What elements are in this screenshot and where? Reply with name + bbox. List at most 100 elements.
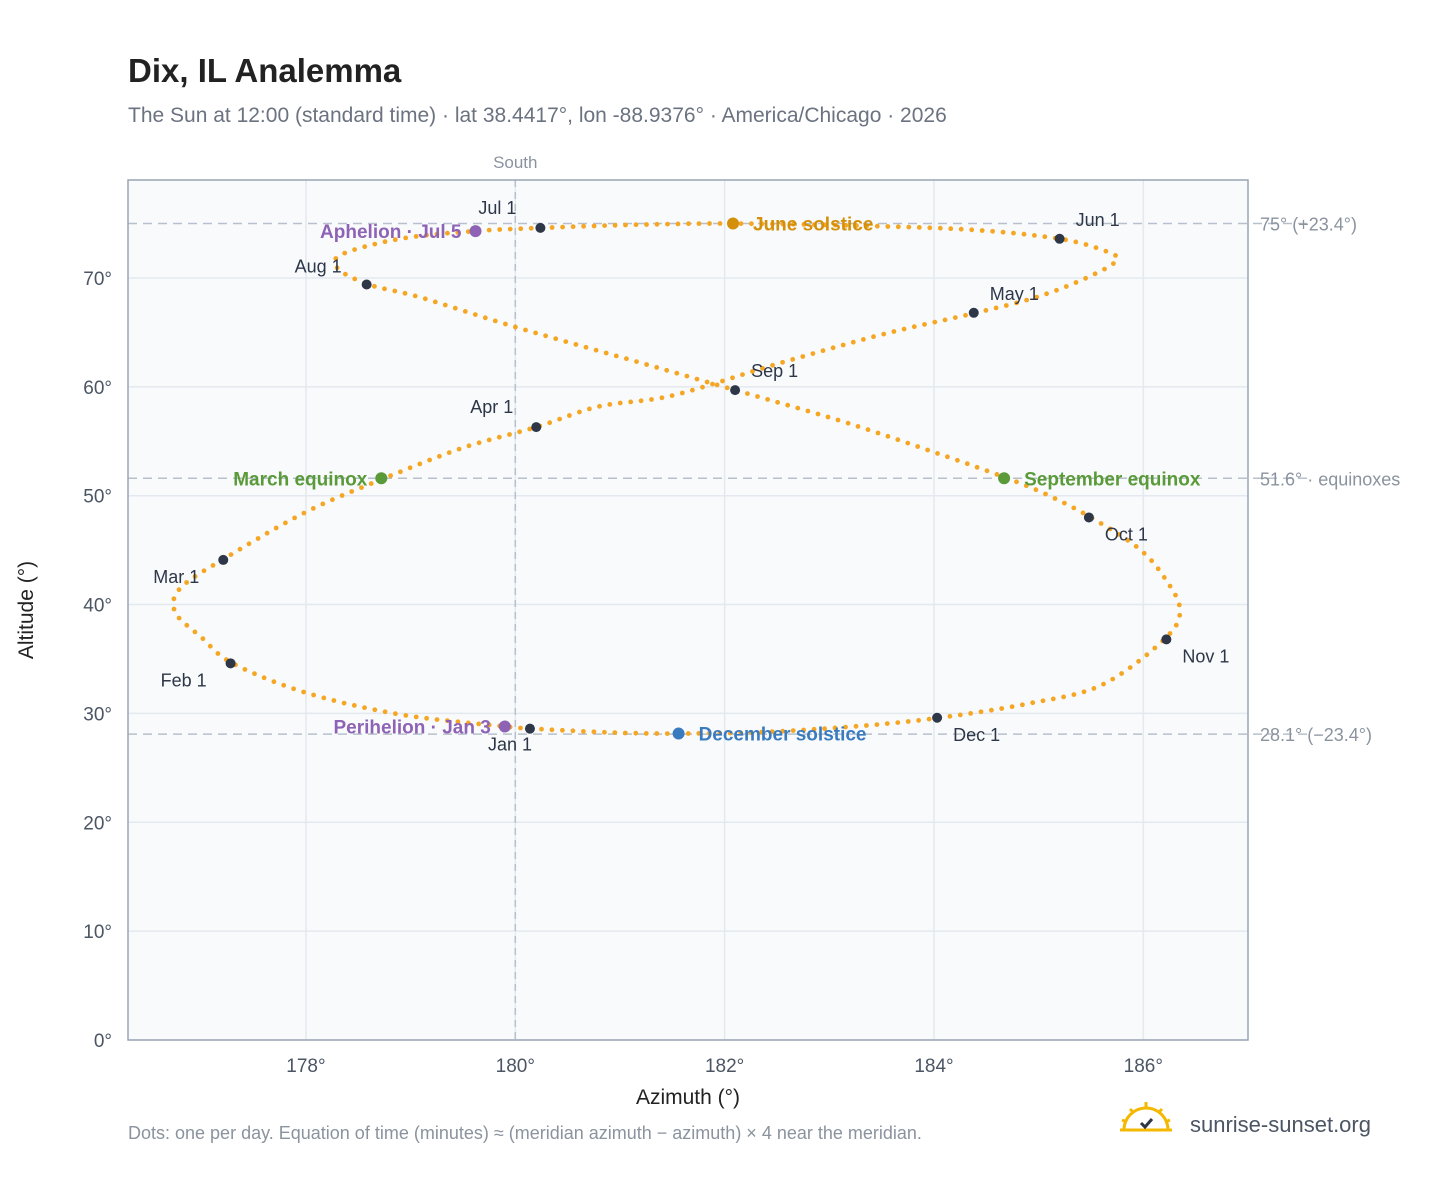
- daily-sun-dot: [1133, 544, 1139, 549]
- daily-sun-dot: [1044, 291, 1049, 297]
- daily-sun-dot: [710, 381, 715, 387]
- daily-sun-dot: [434, 717, 440, 722]
- daily-sun-dot: [1050, 696, 1056, 702]
- daily-sun-dot: [875, 430, 881, 436]
- daily-sun-dot: [790, 357, 796, 362]
- daily-sun-dot: [334, 265, 340, 271]
- daily-sun-dot: [215, 651, 221, 656]
- daily-sun-dot: [581, 729, 586, 734]
- daily-sun-dot: [393, 711, 398, 717]
- daily-sun-dot: [434, 231, 440, 237]
- daily-sun-dot: [518, 725, 523, 731]
- event-marker-dot: [727, 217, 740, 230]
- daily-sun-dot: [850, 339, 856, 345]
- daily-sun-dot: [770, 362, 775, 368]
- daily-sun-dot: [755, 394, 760, 399]
- daily-sun-dot: [587, 406, 592, 412]
- daily-sun-dot: [465, 229, 471, 235]
- daily-sun-dot: [780, 728, 786, 734]
- daily-sun-dot: [261, 675, 267, 681]
- daily-sun-dot: [843, 724, 848, 730]
- daily-sun-dot: [368, 481, 374, 486]
- daily-sun-dot: [665, 221, 670, 227]
- daily-sun-dot: [1083, 242, 1089, 247]
- daily-sun-dot: [1161, 575, 1167, 580]
- daily-sun-dot: [993, 305, 999, 311]
- month-marker-label: Oct 1: [1105, 524, 1148, 544]
- month-marker-label: Jul 1: [478, 198, 516, 218]
- daily-sun-dot: [413, 234, 419, 239]
- axes: 178° 180° 182° 184° 186° 0° 10° 20° 30° 40° 50° 60°…: [15, 153, 1400, 1109]
- daily-sun-dot: [775, 399, 780, 405]
- daily-sun-dot: [675, 221, 681, 227]
- daily-sun-dot: [402, 290, 408, 296]
- daily-sun-dot: [1152, 645, 1158, 651]
- daily-sun-dot: [581, 223, 586, 229]
- daily-sun-dot: [577, 409, 582, 415]
- daily-sun-dot: [1125, 537, 1131, 543]
- daily-sun-dot: [171, 606, 177, 612]
- daily-sun-dot: [825, 414, 831, 420]
- daily-sun-dot: [714, 382, 720, 388]
- daily-sun-dot: [874, 722, 880, 727]
- daily-sun-dot: [1054, 287, 1059, 293]
- daily-sun-dot: [617, 400, 623, 406]
- daily-sun-dot: [700, 384, 705, 390]
- daily-sun-dot: [372, 707, 378, 713]
- daily-sun-dot: [602, 223, 607, 229]
- daily-sun-dot: [1113, 253, 1118, 258]
- month-marker-dot: [932, 712, 943, 723]
- daily-sun-dot: [964, 461, 970, 467]
- daily-sun-dot: [349, 489, 355, 494]
- daily-sun-dot: [171, 596, 177, 602]
- month-marker-dot: [225, 658, 236, 669]
- daily-sun-dot: [246, 541, 252, 547]
- x-tick-label: 186°: [1124, 1056, 1163, 1077]
- footnote: Dots: one per day. Equation of time (min…: [128, 1123, 922, 1143]
- daily-sun-dot: [1091, 686, 1097, 691]
- daily-sun-dot: [679, 390, 685, 396]
- daily-sun-dot: [452, 305, 458, 311]
- y-tick-label: 70°: [83, 269, 112, 290]
- brand[interactable]: sunrise-sunset.org: [1118, 1100, 1408, 1150]
- daily-sun-dot: [974, 464, 980, 470]
- daily-sun-dot: [497, 227, 503, 232]
- daily-sun-dot: [1083, 275, 1088, 281]
- daily-sun-dot: [560, 224, 565, 230]
- month-marker-dot: [968, 307, 979, 318]
- daily-sun-dot: [1149, 558, 1154, 564]
- month-marker-dot: [361, 279, 372, 290]
- daily-sun-dot: [1167, 631, 1173, 636]
- daily-sun-dot: [994, 472, 1000, 477]
- daily-sun-dot: [780, 359, 785, 365]
- daily-sun-dot: [372, 241, 378, 247]
- daily-sun-dot: [840, 342, 846, 348]
- month-marker-label: May 1: [990, 284, 1039, 304]
- daily-sun-dot: [845, 420, 851, 426]
- daily-sun-dot: [1102, 266, 1107, 272]
- daily-sun-dot: [724, 385, 730, 391]
- daily-sun-dot: [1000, 229, 1006, 235]
- daily-sun-dot: [759, 729, 765, 735]
- chart-subtitle: The Sun at 12:00 (standard time) · lat 3…: [128, 104, 947, 127]
- y-tick-label: 20°: [83, 813, 112, 834]
- daily-sun-dot: [1173, 592, 1178, 598]
- daily-sun-dot: [560, 727, 565, 733]
- daily-sun-dot: [906, 224, 912, 230]
- daily-sun-dot: [874, 223, 880, 229]
- daily-sun-dot: [184, 580, 190, 585]
- analemma-curve: [171, 221, 1183, 736]
- daily-sun-dot: [583, 344, 589, 350]
- daily-sun-dot: [176, 587, 182, 593]
- daily-sun-dot: [281, 682, 287, 688]
- daily-sun-dot: [916, 225, 922, 230]
- daily-sun-dot: [351, 703, 357, 708]
- daily-sun-dot: [800, 354, 806, 359]
- event-marker-dot: [498, 720, 511, 733]
- daily-sun-dot: [1103, 248, 1109, 254]
- daily-sun-dot: [518, 226, 524, 232]
- month-marker-label: Jun 1: [1076, 210, 1120, 230]
- daily-sun-dot: [184, 622, 190, 628]
- daily-sun-dot: [456, 446, 462, 452]
- daily-sun-dot: [311, 692, 316, 698]
